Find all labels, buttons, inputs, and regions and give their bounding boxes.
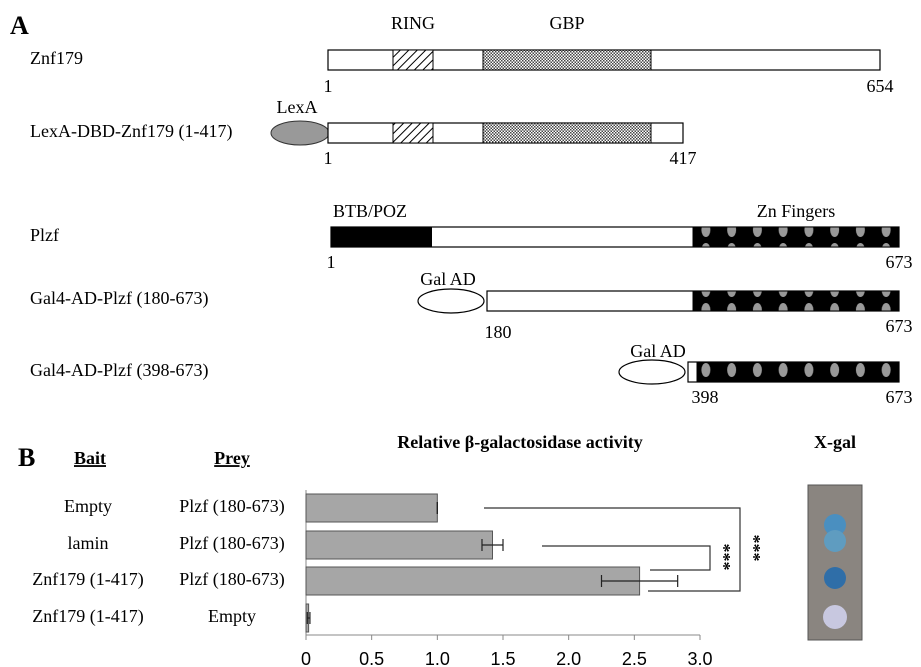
panel-label: A	[10, 11, 29, 40]
construct-bar	[688, 362, 899, 382]
gal-ad-domain	[619, 360, 685, 384]
construct-name: LexA-DBD-Znf179 (1-417)	[30, 121, 232, 142]
panel-label: B	[18, 443, 35, 472]
construct-name: Znf179	[30, 48, 83, 68]
domain-label: LexA	[277, 97, 318, 117]
domain-label: BTB/POZ	[333, 201, 407, 221]
x-tick-label: 0	[301, 649, 311, 667]
residue-label: 1	[327, 252, 336, 272]
prey-label: Plzf (180-673)	[179, 496, 284, 517]
x-tick-label: 0.5	[359, 649, 384, 667]
prey-label: Plzf (180-673)	[179, 569, 284, 590]
bait-label: Znf179 (1-417)	[32, 569, 143, 590]
residue-label: 1	[324, 76, 333, 96]
domain-label: Gal AD	[420, 269, 476, 289]
construct-bar	[328, 123, 683, 143]
bait-label: lamin	[68, 533, 109, 553]
prey-label: Empty	[208, 606, 256, 626]
x-tick-label: 1.0	[425, 649, 450, 667]
bar	[306, 531, 492, 559]
construct-name: Plzf	[30, 225, 59, 245]
residue-label: 673	[886, 316, 913, 336]
residue-label: 417	[670, 148, 697, 168]
prey-label: Plzf (180-673)	[179, 533, 284, 554]
gal-ad-domain	[418, 289, 484, 313]
residue-label: 398	[692, 387, 719, 407]
residue-label: 180	[485, 322, 512, 342]
construct-bar	[487, 291, 899, 311]
domain-label: RING	[391, 13, 435, 33]
residue-label: 654	[867, 76, 894, 96]
construct-bar	[328, 50, 880, 70]
construct-bar	[331, 227, 899, 247]
xgal-title: X-gal	[814, 432, 856, 452]
bar	[306, 567, 640, 595]
residue-label: 673	[886, 387, 913, 407]
domain-label: Gal AD	[630, 341, 686, 361]
x-tick-label: 3.0	[687, 649, 712, 667]
residue-label: 1	[324, 148, 333, 168]
bait-label: Empty	[64, 496, 112, 516]
figure: A RING GBP Znf179 1 654 LexA LexA-DBD-Zn…	[0, 0, 921, 667]
domain-label: Zn Fingers	[757, 201, 836, 221]
x-tick-label: 2.5	[622, 649, 647, 667]
significance-label: ***	[744, 535, 764, 562]
lexa-domain	[271, 121, 329, 145]
xgal-plate	[808, 485, 862, 640]
domain-label: GBP	[549, 13, 584, 33]
chart-title: Relative β-galactosidase activity	[397, 432, 642, 452]
bar	[306, 494, 437, 522]
x-tick-label: 1.5	[490, 649, 515, 667]
column-header: Prey	[214, 448, 250, 468]
construct-name: Gal4-AD-Plzf (398-673)	[30, 360, 208, 381]
column-header: Bait	[74, 448, 106, 468]
construct-name: Gal4-AD-Plzf (180-673)	[30, 288, 208, 309]
residue-label: 673	[886, 252, 913, 272]
x-tick-label: 2.0	[556, 649, 581, 667]
significance-label: ***	[714, 544, 734, 571]
bait-label: Znf179 (1-417)	[32, 606, 143, 627]
